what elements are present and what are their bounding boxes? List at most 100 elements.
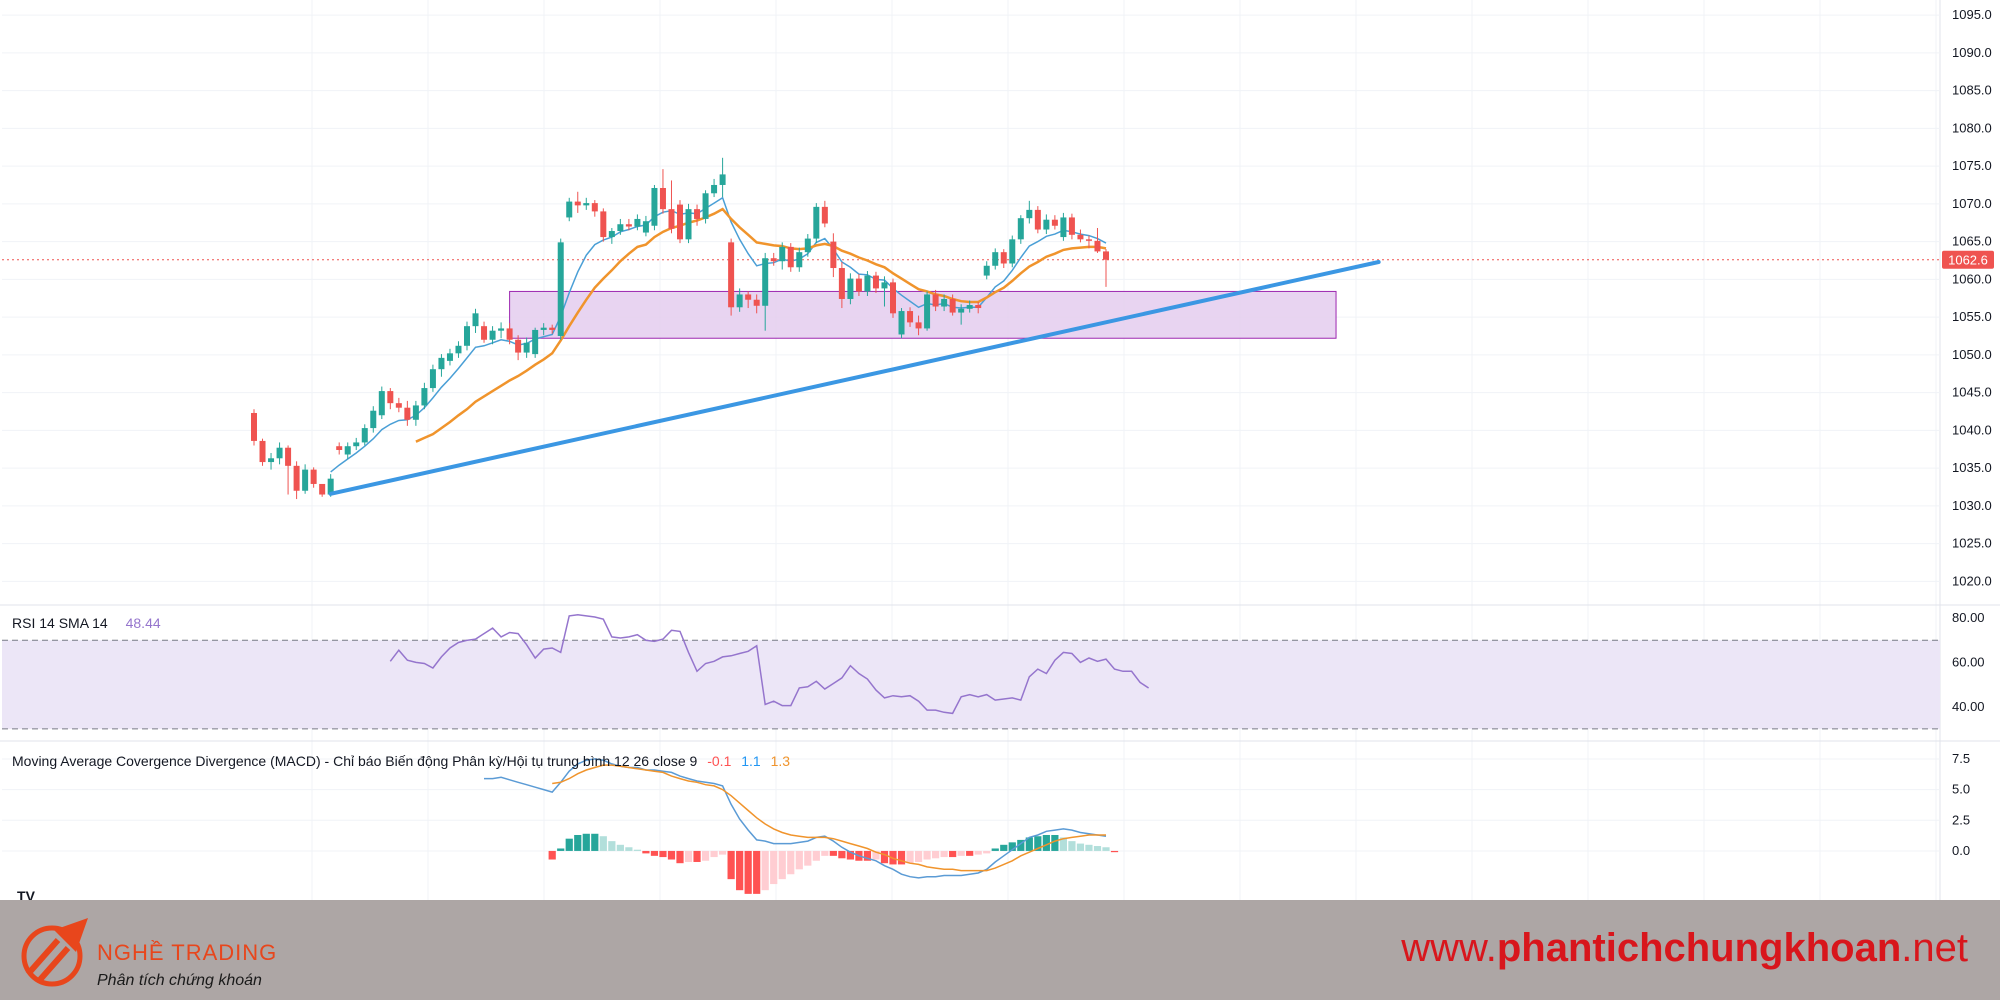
- candle: [1068, 213, 1075, 240]
- macd-histogram-bar: [974, 850, 982, 855]
- candle: [949, 294, 956, 316]
- brand-tagline: Phân tích chứng khoán: [97, 972, 262, 989]
- macd-histogram-bar: [736, 850, 744, 891]
- candle: [907, 307, 914, 327]
- macd-histogram-bar: [991, 848, 999, 851]
- candle-body: [370, 410, 377, 429]
- candle: [685, 203, 692, 244]
- macd-histogram-bar: [1017, 839, 1025, 851]
- candle-body: [566, 201, 573, 218]
- candle-body: [506, 328, 513, 340]
- candle: [659, 169, 666, 214]
- candle-body: [1026, 209, 1033, 219]
- candle-body: [608, 231, 615, 238]
- candle: [251, 409, 257, 446]
- candle-body: [412, 405, 419, 420]
- candle: [958, 304, 965, 325]
- candle-body: [983, 265, 990, 276]
- macd-histogram-bar: [727, 850, 735, 880]
- candle: [804, 234, 811, 257]
- candle-body: [796, 252, 803, 268]
- candle: [429, 364, 436, 392]
- candle-body: [1017, 218, 1024, 240]
- candle-body: [472, 313, 479, 327]
- footer-banner: NGHỀ TRADING Phân tích chứng khoán www.p…: [0, 900, 2000, 1000]
- candle: [370, 406, 377, 433]
- chart-area[interactable]: 1095.0 1090.0 1085.0 1080.0 1075.0 1070.0 1065…: [0, 0, 2000, 900]
- candle-body: [540, 327, 547, 330]
- candle-body: [804, 238, 811, 253]
- candle: [642, 215, 649, 237]
- candle: [941, 294, 948, 312]
- candle: [787, 243, 794, 272]
- candle-body: [464, 326, 470, 346]
- macd-histogram-bar: [744, 850, 752, 894]
- macd-histogram-bar: [872, 850, 880, 860]
- website-url[interactable]: www.phantichchungkhoan.net: [1401, 926, 1968, 971]
- macd-tick-label: 0.0: [1952, 843, 1970, 858]
- candle-body: [779, 246, 786, 262]
- macd-histogram-bar: [940, 850, 948, 858]
- candle: [847, 273, 854, 305]
- candle: [668, 180, 675, 234]
- candle: [924, 291, 931, 331]
- macd-histogram-bar: [591, 833, 599, 851]
- candle-body: [498, 328, 505, 331]
- candle-body: [668, 209, 675, 229]
- macd-signal-value: 1.3: [770, 753, 791, 769]
- macd-histogram-bar: [821, 850, 829, 856]
- candle-body: [651, 187, 658, 226]
- ma-slow-line: [415, 207, 1107, 443]
- macd-histogram-bar: [719, 850, 727, 855]
- macd-histogram-bar: [1076, 843, 1085, 851]
- candle-body: [728, 242, 735, 308]
- candle-body: [838, 268, 845, 299]
- macd-histogram-bar: [582, 833, 590, 851]
- chart-canvas[interactable]: 1095.0 1090.0 1085.0 1080.0 1075.0 1070.0 1065…: [0, 0, 2000, 900]
- candle-body: [949, 298, 956, 313]
- candle-body: [523, 342, 530, 353]
- candle: [1009, 235, 1016, 268]
- candle: [770, 252, 777, 266]
- candle: [634, 214, 641, 231]
- candle-body: [404, 407, 411, 420]
- candle-body: [285, 447, 292, 466]
- macd-histogram-bar: [625, 847, 633, 851]
- rsi-band: [2, 640, 1940, 729]
- candle: [736, 288, 743, 312]
- price-tick-label: 1080.0: [1952, 120, 1992, 135]
- macd-histogram-bar: [846, 850, 854, 860]
- candle: [1051, 215, 1058, 230]
- candle-body: [745, 294, 752, 300]
- candle-body: [302, 469, 309, 491]
- candle-body: [702, 193, 709, 219]
- candle-body: [617, 224, 624, 232]
- candle: [1094, 228, 1101, 253]
- candle-body: [941, 298, 948, 307]
- candle-body: [395, 403, 402, 408]
- candle: [336, 442, 343, 455]
- macd-histogram-bar: [608, 841, 616, 851]
- price-tick-label: 1095.0: [1952, 7, 1992, 22]
- url-suffix: .net: [1901, 926, 1968, 970]
- candle: [864, 271, 871, 296]
- candle: [378, 386, 385, 420]
- candle-body: [975, 305, 982, 309]
- macd-histogram-bar: [897, 850, 906, 865]
- macd-histogram-bar: [829, 850, 837, 856]
- macd-histogram-bar: [880, 850, 889, 864]
- candle-body: [634, 218, 641, 227]
- candle: [557, 238, 564, 340]
- candle: [728, 238, 735, 316]
- macd-legend: Moving Average Covergence Divergence (MA…: [12, 753, 796, 769]
- candle: [966, 300, 973, 313]
- candle-body: [293, 465, 300, 491]
- macd-histogram-bar: [650, 850, 659, 856]
- candle-body: [625, 224, 632, 227]
- candle-body: [753, 299, 760, 306]
- candle: [796, 247, 803, 272]
- candle: [898, 308, 905, 339]
- candle: [353, 437, 360, 450]
- macd-histogram-bar: [574, 834, 582, 851]
- candle-body: [574, 201, 581, 206]
